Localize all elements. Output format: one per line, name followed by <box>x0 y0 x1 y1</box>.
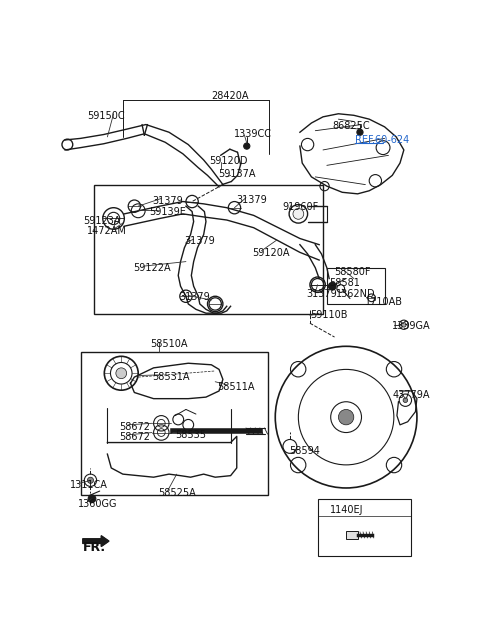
Text: 31379: 31379 <box>152 196 183 206</box>
Circle shape <box>402 323 406 327</box>
Text: FR.: FR. <box>83 541 106 554</box>
Circle shape <box>403 398 408 403</box>
Text: 58672: 58672 <box>119 422 150 432</box>
Bar <box>346 531 359 539</box>
Text: 59120A: 59120A <box>252 248 289 258</box>
Text: 1362ND: 1362ND <box>336 289 376 298</box>
Circle shape <box>88 495 96 502</box>
Bar <box>327 268 384 304</box>
Text: 58580F: 58580F <box>335 267 371 277</box>
Text: REF.60-624: REF.60-624 <box>355 135 409 145</box>
Text: 58535: 58535 <box>175 430 206 440</box>
Text: 58594: 58594 <box>289 447 320 456</box>
Text: 31379: 31379 <box>184 236 215 246</box>
Text: 1339GA: 1339GA <box>392 321 431 331</box>
Text: 59123A: 59123A <box>83 216 120 226</box>
Text: 1140EJ: 1140EJ <box>330 505 363 515</box>
Bar <box>81 352 267 495</box>
Text: 28420A: 28420A <box>211 91 249 100</box>
Circle shape <box>328 282 336 290</box>
Text: 58531A: 58531A <box>152 372 190 381</box>
Text: 31379: 31379 <box>237 195 267 205</box>
Polygon shape <box>83 536 109 547</box>
Text: 1360GG: 1360GG <box>78 499 118 509</box>
Circle shape <box>244 143 250 149</box>
Text: 31379: 31379 <box>179 292 210 302</box>
Circle shape <box>116 368 127 379</box>
Text: 1339CC: 1339CC <box>234 129 272 139</box>
Bar <box>94 184 323 314</box>
Text: 59122A: 59122A <box>133 263 171 273</box>
Text: 59110B: 59110B <box>310 310 348 320</box>
Text: 58510A: 58510A <box>150 339 187 349</box>
Text: 1472AM: 1472AM <box>87 226 127 236</box>
Circle shape <box>87 477 94 483</box>
Circle shape <box>357 129 363 135</box>
Text: 43779A: 43779A <box>392 390 430 400</box>
Text: 86825C: 86825C <box>332 122 370 131</box>
Text: 59150C: 59150C <box>87 111 125 121</box>
Text: 1710AB: 1710AB <box>365 297 403 307</box>
Text: 59137A: 59137A <box>218 169 256 179</box>
Circle shape <box>293 209 304 220</box>
Text: 58672: 58672 <box>119 432 150 442</box>
Text: 91960F: 91960F <box>282 202 318 212</box>
Text: 1311CA: 1311CA <box>71 480 108 490</box>
Text: 59139E: 59139E <box>149 207 186 217</box>
Circle shape <box>338 410 354 425</box>
Text: 31379: 31379 <box>306 289 337 300</box>
Text: 58581: 58581 <box>329 278 360 288</box>
Text: 58525A: 58525A <box>158 488 196 498</box>
Bar <box>318 499 411 556</box>
Text: 59120D: 59120D <box>209 156 248 166</box>
Text: 58511A: 58511A <box>217 381 255 392</box>
